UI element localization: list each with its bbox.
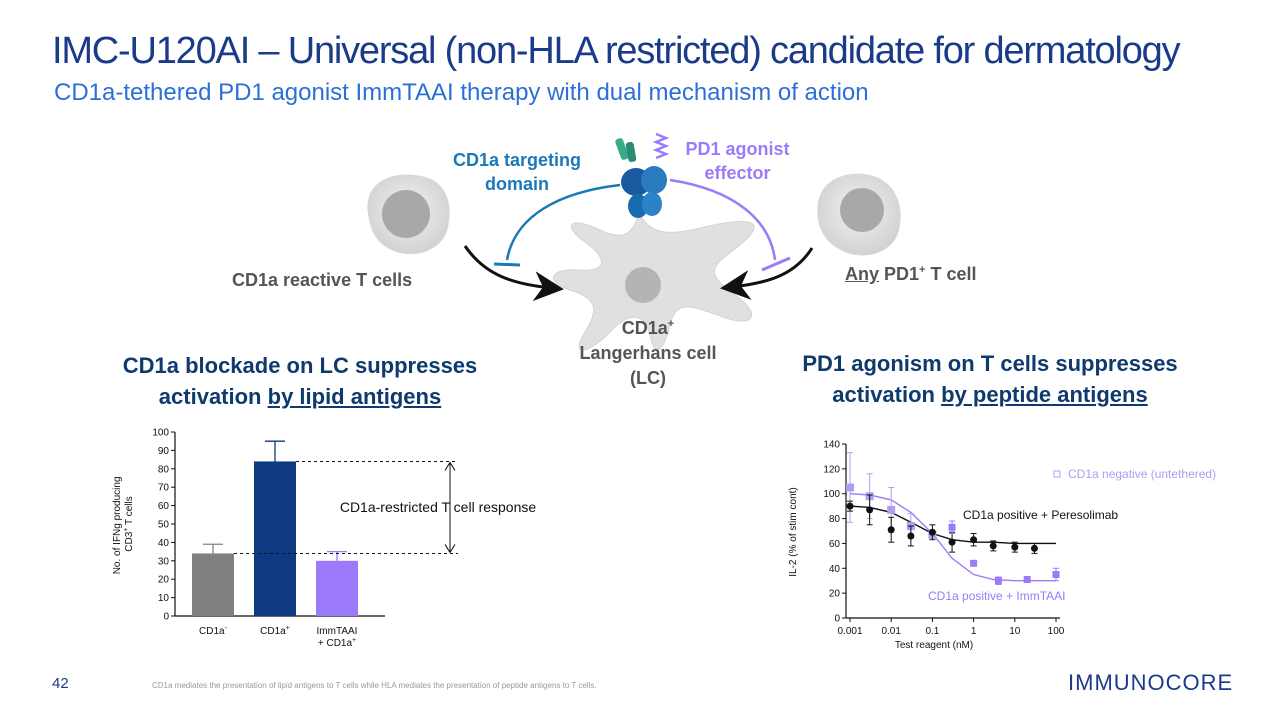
pd1-effector-label: PD1 agonist effector [685, 139, 790, 183]
page-number: 42 [52, 675, 69, 692]
dose-y-tick-label: 120 [823, 464, 840, 475]
bar-y-tick-label: 70 [158, 483, 170, 494]
bar-y-tick-label: 80 [158, 464, 170, 475]
dose-x-tick-label: 100 [1048, 626, 1065, 637]
data-point-3 [1023, 575, 1031, 583]
data-point-2 [1011, 543, 1019, 551]
data-point-1 [846, 483, 854, 492]
data-point-3 [948, 523, 956, 531]
page-title: IMC-U120AI – Universal (non-HLA restrict… [52, 30, 1181, 72]
bar-category-label: ImmTAAI + CD1a+ [317, 626, 358, 649]
bar-y-tick-label: 10 [158, 593, 170, 604]
bar-y-tick-label: 30 [158, 556, 170, 567]
legend-untethered: CD1a negative (untethered) [1068, 467, 1216, 481]
pd1-blocker [761, 256, 791, 272]
dose-y-tick-label: 40 [829, 564, 841, 575]
t-cell-right-icon [817, 173, 901, 256]
page-subtitle: CD1a-tethered PD1 agonist ImmTAAI therap… [54, 79, 869, 106]
cd1a-domain-label: CD1a targeting domain [452, 150, 582, 194]
bar-annotation: CD1a-restricted T cell response [340, 499, 537, 515]
dose-x-tick-label: 0.001 [837, 626, 862, 637]
bar-1 [192, 553, 234, 616]
data-point-2 [907, 532, 915, 540]
bar-y-tick-label: 40 [158, 538, 170, 549]
bar-category-label: CD1a+ [260, 625, 290, 637]
right-arrow [720, 247, 814, 300]
data-point-1 [887, 505, 896, 514]
data-point-3 [970, 559, 978, 567]
data-point-2 [846, 502, 854, 510]
bar-3 [316, 560, 358, 616]
footnote: CD1a mediates the presentation of lipid … [152, 681, 597, 690]
dose-y-tick-label: 0 [834, 614, 840, 625]
bar-y-tick-label: 20 [158, 575, 170, 586]
immunocore-logo: IMMUNOCORE [1068, 670, 1234, 695]
bar-y-tick-label: 50 [158, 520, 170, 531]
dose-response-chart: 0 20 40 60 80 100 120 140 0.001 0.01 0.1 1 10 100 CD1a… [788, 440, 1216, 652]
dose-x-tick-label: 1 [971, 626, 977, 637]
fit-curve-3 [849, 493, 1056, 582]
data-point-3 [1052, 571, 1060, 578]
dose-chart-xlabel: Test reagent (nM) [895, 640, 973, 651]
left-arrow [463, 245, 564, 302]
data-point-2 [928, 528, 936, 536]
dose-y-tick-label: 80 [829, 514, 841, 525]
dose-chart-ylabel: IL-2 (% of stim cont) [788, 487, 799, 576]
bar-category-label: CD1a- [199, 625, 228, 637]
legend-immtaai: CD1a positive + ImmTAAI [928, 589, 1065, 603]
bar-y-tick-label: 60 [158, 501, 170, 512]
bar-y-tick-label: 100 [152, 428, 169, 439]
langerhans-cell-label: CD1a+ Langerhans cell (LC) [579, 318, 717, 388]
legend-peresolimab: CD1a positive + Peresolimab [963, 508, 1118, 522]
immtaai-molecule-icon [615, 132, 670, 218]
left-section-heading: CD1a blockade on LC suppresses activatio… [122, 353, 478, 409]
data-point-2 [887, 526, 895, 534]
cd1a-reactive-t-cells-label: CD1a reactive T cells [232, 270, 413, 290]
data-point-2 [1030, 544, 1038, 552]
dose-x-tick-label: 0.1 [925, 626, 939, 637]
dose-y-tick-label: 140 [823, 440, 840, 451]
cd1a-blocker [493, 262, 521, 267]
bar-chart: 0 10 20 30 40 50 60 70 80 90 100 CD1a- CD1a+ ImmTAAI +… [112, 428, 537, 650]
dose-y-tick-label: 60 [829, 539, 841, 550]
response-arrow-head-top [444, 461, 456, 471]
data-point-2 [948, 538, 956, 546]
mechanism-diagram [367, 132, 901, 351]
bar-2 [254, 461, 296, 616]
dose-x-tick-label: 10 [1009, 626, 1021, 637]
bar-chart-ylabel: No. of IFNg producing CD3+ T cells [112, 474, 135, 575]
data-point-2 [989, 542, 997, 550]
response-arrow-head-bottom [444, 544, 456, 554]
t-cell-left-icon [367, 174, 450, 255]
legend-marker-untethered [1053, 470, 1061, 478]
dose-x-tick-label: 0.01 [881, 626, 901, 637]
data-point-2 [866, 506, 874, 514]
right-section-heading: PD1 agonism on T cells suppresses activa… [802, 351, 1178, 407]
dose-y-tick-label: 100 [823, 489, 840, 500]
bar-y-tick-label: 90 [158, 446, 170, 457]
data-point-3 [994, 577, 1002, 585]
pd1-arc [669, 178, 777, 261]
data-point-2 [970, 536, 978, 544]
bar-y-tick-label: 0 [163, 612, 169, 623]
dose-y-tick-label: 20 [829, 589, 841, 600]
any-pd1-t-cell-label: Any PD1+ T cell [845, 264, 977, 284]
cd1a-arc [505, 183, 621, 261]
langerhans-cell-icon [552, 214, 755, 351]
